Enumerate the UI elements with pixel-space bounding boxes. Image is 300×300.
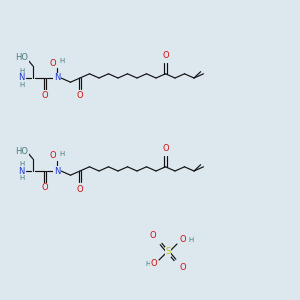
Text: O: O [162, 144, 169, 153]
Text: HO: HO [16, 53, 28, 62]
Text: O: O [180, 236, 186, 244]
Text: O: O [50, 58, 56, 68]
Text: O: O [150, 232, 156, 241]
Text: N: N [18, 167, 24, 176]
Text: N: N [54, 167, 60, 176]
Text: HO: HO [16, 146, 28, 155]
Text: O: O [77, 184, 83, 194]
Text: H: H [59, 151, 64, 157]
Text: O: O [42, 91, 48, 100]
Text: H: H [59, 58, 64, 64]
Text: O: O [50, 152, 56, 160]
Text: H: H [20, 82, 25, 88]
Text: H: H [20, 68, 25, 74]
Text: S: S [165, 248, 171, 256]
Text: O: O [162, 51, 169, 60]
Text: O: O [180, 263, 186, 272]
Text: O: O [42, 184, 48, 193]
Text: H: H [188, 237, 194, 243]
Text: H: H [146, 261, 151, 267]
Text: N: N [18, 74, 24, 82]
Text: H: H [20, 175, 25, 181]
Text: H: H [20, 161, 25, 167]
Text: O: O [77, 92, 83, 100]
Text: O: O [151, 260, 157, 268]
Text: N: N [54, 74, 60, 82]
